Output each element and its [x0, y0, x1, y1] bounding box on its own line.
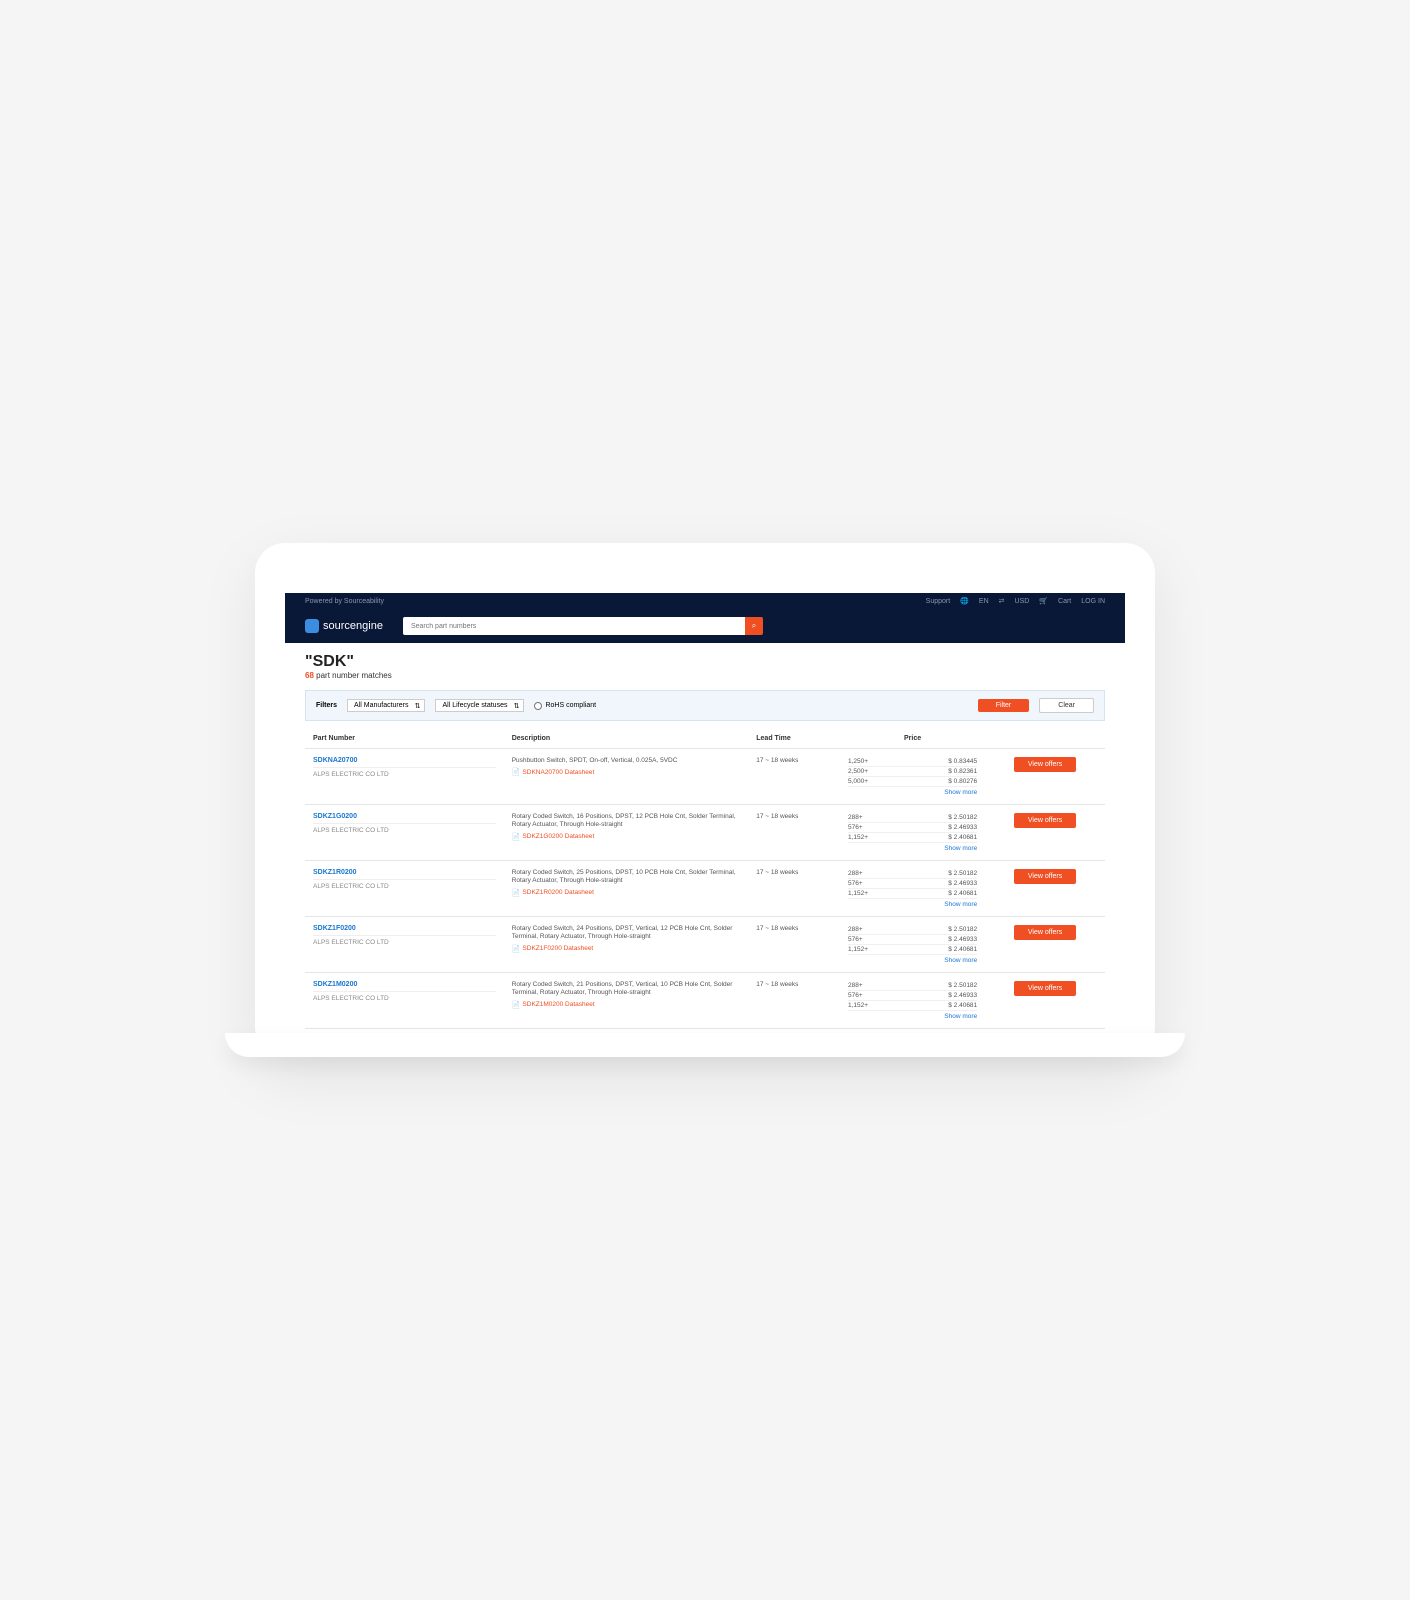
datasheet-link[interactable]: SDKZ1M0200 Datasheet	[512, 1001, 741, 1009]
lead-time: 17 ~ 18 weeks	[748, 749, 840, 805]
cart-icon[interactable]: 🛒	[1039, 597, 1048, 605]
price-list: 1,250+$ 0.834452,500+$ 0.823615,000+$ 0.…	[848, 757, 977, 796]
search-bar: ⌕	[403, 617, 763, 635]
part-number-link[interactable]: SDKZ1R0200	[313, 869, 496, 876]
show-more-link[interactable]: Show more	[848, 845, 977, 852]
show-more-link[interactable]: Show more	[848, 957, 977, 964]
price-list: 288+$ 2.50182576+$ 2.469331,152+$ 2.4068…	[848, 925, 977, 964]
login-link[interactable]: LOG IN	[1081, 598, 1105, 605]
datasheet-link[interactable]: SDKZ1F0200 Datasheet	[512, 945, 741, 953]
datasheet-link[interactable]: SDKZ1G0200 Datasheet	[512, 833, 741, 841]
manufacturer: ALPS ELECTRIC CO LTD	[313, 991, 496, 1002]
description: Rotary Coded Switch, 25 Positions, DPST,…	[512, 869, 741, 886]
filter-button[interactable]: Filter	[978, 699, 1030, 712]
description: Pushbutton Switch, SPDT, On-off, Vertica…	[512, 757, 741, 765]
match-summary: 68 part number matches	[305, 671, 1105, 680]
part-number-link[interactable]: SDKZ1M0200	[313, 981, 496, 988]
header-price: Price	[840, 729, 985, 749]
powered-by: Powered by Sourceability	[305, 598, 384, 605]
logo-icon	[305, 619, 319, 633]
table-row: SDKZ1R0200 ALPS ELECTRIC CO LTD Rotary Co…	[305, 861, 1105, 917]
results-table: Part Number Description Lead Time Price …	[305, 729, 1105, 1033]
lifecycle-select[interactable]: All Lifecycle statuses	[435, 699, 524, 712]
table-row: SDKZ1G0200 ALPS ELECTRIC CO LTD Rotary Co…	[305, 805, 1105, 861]
table-row: SDKNA20700 ALPS ELECTRIC CO LTD Pushbutto…	[305, 749, 1105, 805]
datasheet-link[interactable]: SDKZ1R0200 Datasheet	[512, 889, 741, 897]
manufacturer: ALPS ELECTRIC CO LTD	[313, 823, 496, 834]
cart-link[interactable]: Cart	[1058, 598, 1071, 605]
globe-icon[interactable]: 🌐	[960, 597, 969, 605]
view-offers-button[interactable]: View offers	[1014, 813, 1076, 828]
manufacturer: ALPS ELECTRIC CO LTD	[313, 879, 496, 890]
view-offers-button[interactable]: View offers	[1014, 981, 1076, 996]
header-desc: Description	[504, 729, 749, 749]
manufacturer-select[interactable]: All Manufacturers	[347, 699, 425, 712]
utility-bar: Powered by Sourceability Support 🌐 EN ⇄ …	[285, 593, 1125, 609]
description: Rotary Coded Switch, 21 Positions, DPST,…	[512, 981, 741, 998]
description: Rotary Coded Switch, 16 Positions, DPST,…	[512, 813, 741, 830]
manufacturer: ALPS ELECTRIC CO LTD	[313, 767, 496, 778]
logo-text: sourcengine	[323, 620, 383, 632]
part-number-link[interactable]: SDKNA20700	[313, 757, 496, 764]
header-lead: Lead Time	[748, 729, 840, 749]
content: "SDK" 68 part number matches Filters All…	[285, 643, 1125, 1033]
lead-time: 17 ~ 18 weeks	[748, 861, 840, 917]
lead-time: 17 ~ 18 weeks	[748, 973, 840, 1029]
laptop-frame: Powered by Sourceability Support 🌐 EN ⇄ …	[255, 543, 1155, 1057]
table-row: SDKZ1M0200 ALPS ELECTRIC CO LTD Rotary Co…	[305, 973, 1105, 1029]
search-input[interactable]	[403, 617, 745, 635]
view-offers-button[interactable]: View offers	[1014, 757, 1076, 772]
show-more-link[interactable]: Show more	[848, 789, 977, 796]
header-part: Part Number	[305, 729, 504, 749]
lead-time: 17 ~ 18 weeks	[748, 917, 840, 973]
currency-select[interactable]: USD	[1015, 598, 1030, 605]
price-list: 288+$ 2.50182576+$ 2.469331,152+$ 2.4068…	[848, 813, 977, 852]
lead-time: 17 ~ 18 weeks	[748, 805, 840, 861]
lang-select[interactable]: EN	[979, 598, 989, 605]
utility-links: Support 🌐 EN ⇄ USD 🛒 Cart LOG IN	[926, 597, 1105, 605]
price-list: 288+$ 2.50182576+$ 2.469331,152+$ 2.4068…	[848, 869, 977, 908]
support-link[interactable]: Support	[926, 598, 951, 605]
match-label: part number matches	[314, 671, 392, 680]
table-row: SDKZ1F0200 ALPS ELECTRIC CO LTD Rotary Co…	[305, 917, 1105, 973]
price-list: 288+$ 2.50182576+$ 2.469331,152+$ 2.4068…	[848, 981, 977, 1020]
show-more-link[interactable]: Show more	[848, 1013, 977, 1020]
filters-label: Filters	[316, 702, 337, 709]
main-nav: sourcengine ⌕	[285, 609, 1125, 643]
filter-bar: Filters All Manufacturers All Lifecycle …	[305, 690, 1105, 721]
currency-icon[interactable]: ⇄	[999, 597, 1005, 605]
rohs-checkbox[interactable]: RoHS compliant	[534, 702, 596, 710]
laptop-base	[225, 1033, 1185, 1057]
show-more-link[interactable]: Show more	[848, 901, 977, 908]
part-number-link[interactable]: SDKZ1F0200	[313, 925, 496, 932]
screen: Powered by Sourceability Support 🌐 EN ⇄ …	[285, 593, 1125, 1033]
logo[interactable]: sourcengine	[305, 619, 383, 633]
rohs-label: RoHS compliant	[545, 702, 596, 709]
view-offers-button[interactable]: View offers	[1014, 869, 1076, 884]
datasheet-link[interactable]: SDKNA20700 Datasheet	[512, 768, 741, 776]
description: Rotary Coded Switch, 24 Positions, DPST,…	[512, 925, 741, 942]
match-count: 68	[305, 671, 314, 680]
search-button[interactable]: ⌕	[745, 617, 763, 635]
view-offers-button[interactable]: View offers	[1014, 925, 1076, 940]
clear-button[interactable]: Clear	[1039, 698, 1094, 713]
part-number-link[interactable]: SDKZ1G0200	[313, 813, 496, 820]
manufacturer: ALPS ELECTRIC CO LTD	[313, 935, 496, 946]
search-query: "SDK"	[305, 653, 1105, 671]
rohs-radio[interactable]	[534, 702, 542, 710]
